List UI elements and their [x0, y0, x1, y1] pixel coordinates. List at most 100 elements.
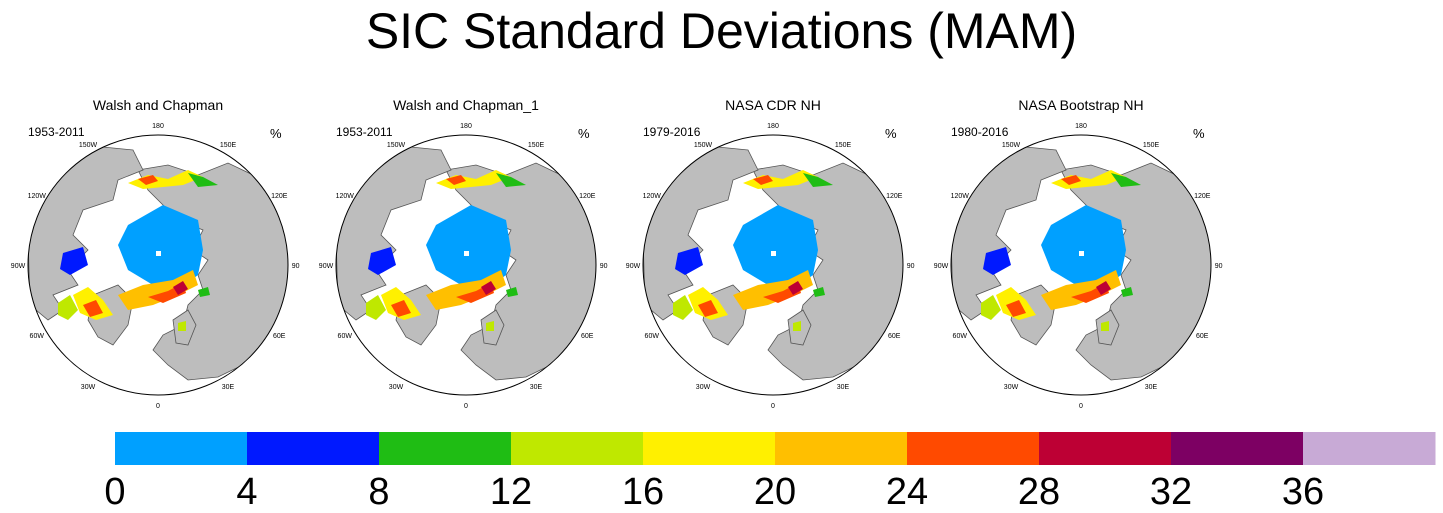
- ice-variability-region: [391, 300, 411, 317]
- longitude-label: 90W: [934, 263, 949, 270]
- ice-hudson: [368, 247, 396, 275]
- longitude-label: 0: [464, 403, 468, 410]
- longitude-label: 60E: [273, 333, 286, 340]
- polar-map: NASA Bootstrap NH 1980-2016 % 180 150E 120E 90…: [934, 97, 1223, 410]
- longitude-label: 60E: [581, 333, 594, 340]
- ice-variability-region: [173, 281, 188, 295]
- longitude-label: 150W: [694, 142, 713, 149]
- colorbar-tick-label: 28: [1018, 471, 1060, 513]
- longitude-label: 90E: [907, 263, 915, 270]
- colorbar-segment: [775, 432, 908, 465]
- ice-variability-region: [506, 287, 518, 297]
- ice-variability-region: [698, 300, 718, 317]
- ice-variability-region: [1121, 287, 1133, 297]
- colorbar-segment: [511, 432, 644, 465]
- panel-period: 1953-2011: [28, 125, 85, 139]
- colorbar-tick-label: 16: [622, 471, 664, 513]
- ice-variability-region: [446, 175, 466, 185]
- longitude-label: 30E: [837, 384, 850, 391]
- ice-variability-region: [1061, 175, 1081, 185]
- ice-variability-region: [813, 287, 825, 297]
- panel-title: Walsh and Chapman: [93, 97, 223, 113]
- longitude-label: 60W: [338, 333, 353, 340]
- map-boundary: [27, 134, 289, 396]
- longitude-label: 60E: [1196, 333, 1209, 340]
- longitude-label: 60W: [953, 333, 968, 340]
- ice-variability-region: [486, 321, 494, 331]
- longitude-label: 120E: [579, 193, 596, 200]
- panel-unit: %: [270, 126, 282, 141]
- ice-variability-region: [673, 295, 693, 320]
- ice-field-low: [118, 205, 203, 290]
- ice-variability-region: [1006, 300, 1026, 317]
- ice-field-low: [426, 205, 511, 290]
- ice-variability-region: [178, 321, 186, 331]
- map-boundary: [335, 134, 597, 396]
- longitude-label: 120W: [951, 193, 970, 200]
- longitude-label: 60E: [888, 333, 901, 340]
- longitude-label: 180: [460, 123, 472, 130]
- map-content: [951, 146, 1211, 381]
- longitude-label: 0: [1079, 403, 1083, 410]
- longitude-label: 90E: [292, 263, 300, 270]
- ice-field-low: [733, 205, 818, 290]
- colorbar-segment: [1303, 432, 1436, 465]
- panel-title: Walsh and Chapman_1: [393, 97, 539, 113]
- ice-field-low: [1041, 205, 1126, 290]
- colorbar-tick-label: 8: [368, 471, 389, 513]
- longitude-label: 30W: [81, 384, 96, 391]
- panel-unit: %: [885, 126, 897, 141]
- longitude-label: 150W: [1002, 142, 1021, 149]
- colorbar-segment: [379, 432, 512, 465]
- panel-period: 1980-2016: [951, 125, 1009, 139]
- panel-unit: %: [578, 126, 590, 141]
- colorbar-segment: [907, 432, 1040, 465]
- longitude-label: 120W: [28, 193, 47, 200]
- panel-title: NASA Bootstrap NH: [1018, 97, 1143, 113]
- longitude-label: 60W: [645, 333, 660, 340]
- map-panel: Walsh and Chapman_1 1953-2011% 180 150E 120E…: [308, 90, 608, 420]
- colorbar-tick-label: 36: [1282, 471, 1324, 513]
- longitude-label: 90W: [11, 263, 26, 270]
- ice-variability-region: [118, 270, 198, 310]
- colorbar-segment: [115, 432, 248, 465]
- ice-variability-region: [788, 281, 803, 295]
- colorbar-tick-label: 24: [886, 471, 928, 513]
- map-content: [336, 146, 596, 381]
- map-boundary: [950, 134, 1212, 396]
- ice-variability-region: [83, 300, 103, 317]
- ice-variability-region: [981, 295, 1001, 320]
- longitude-label: 0: [156, 403, 160, 410]
- map-panel: NASA CDR NH 1979-2016% 180 150E 120E 90E 60E 30…: [615, 90, 915, 420]
- ice-variability-region: [1101, 321, 1109, 331]
- colorbar-tick-label: 4: [236, 471, 257, 513]
- polar-map: NASA CDR NH 1979-2016% 180 150E 120E 90E 60E 30…: [626, 97, 915, 410]
- map-panel: Walsh and Chapman 1953-2011% 180 150E 120E 90…: [0, 90, 300, 420]
- longitude-label: 150E: [220, 142, 237, 149]
- longitude-label: 120E: [1194, 193, 1211, 200]
- longitude-label: 30E: [530, 384, 543, 391]
- map-boundary: [642, 134, 904, 396]
- ice-variability-region: [496, 173, 526, 187]
- longitude-label: 150E: [835, 142, 852, 149]
- longitude-label: 30E: [222, 384, 235, 391]
- ice-variability-region: [426, 270, 506, 310]
- ice-variability-region: [1111, 173, 1141, 187]
- ice-variability-region: [188, 173, 218, 187]
- ice-variability-region: [803, 173, 833, 187]
- ice-variability-region: [481, 281, 496, 295]
- ice-variability-region: [366, 295, 386, 320]
- ice-variability-region: [1096, 281, 1111, 295]
- longitude-label: 0: [771, 403, 775, 410]
- longitude-label: 180: [152, 123, 164, 130]
- colorbar-segment: [1171, 432, 1304, 465]
- ice-variability-region: [138, 175, 158, 185]
- colorbar-tick-label: 32: [1150, 471, 1192, 513]
- panel-period: 1953-2011: [336, 125, 393, 139]
- ice-variability-region: [753, 175, 773, 185]
- longitude-label: 150E: [1143, 142, 1160, 149]
- polar-map: Walsh and Chapman 1953-2011 % 180 150E 120E 90…: [11, 97, 300, 410]
- longitude-label: 120E: [271, 193, 288, 200]
- longitude-label: 90E: [1215, 263, 1223, 270]
